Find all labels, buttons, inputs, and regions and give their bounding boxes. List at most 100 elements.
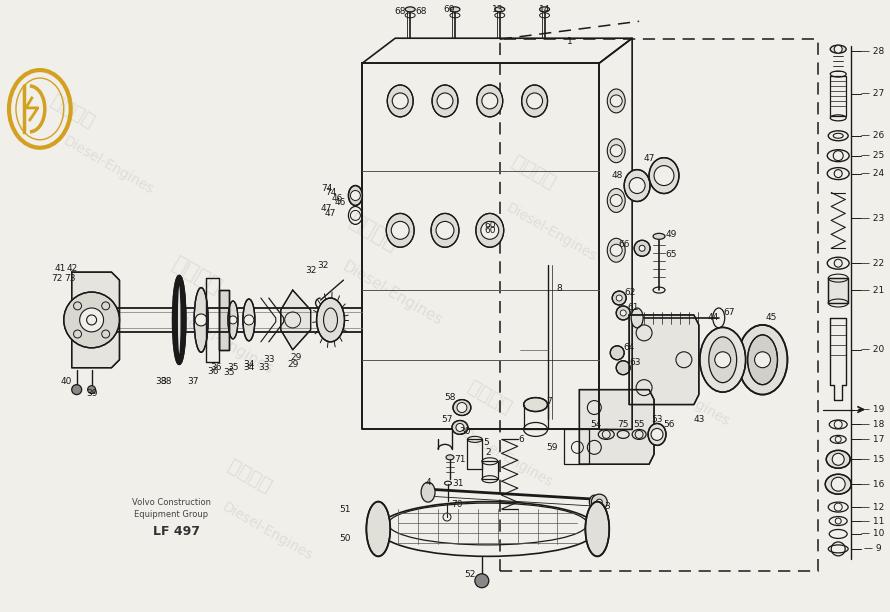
Circle shape — [195, 314, 207, 326]
Text: Diesel-Engines: Diesel-Engines — [636, 366, 732, 429]
Circle shape — [629, 177, 645, 193]
Text: Diesel-Engines: Diesel-Engines — [61, 134, 156, 198]
Polygon shape — [629, 315, 699, 405]
Text: 8: 8 — [556, 283, 562, 293]
Ellipse shape — [452, 420, 468, 435]
Text: 32: 32 — [305, 266, 316, 275]
Circle shape — [611, 95, 622, 107]
Ellipse shape — [421, 482, 435, 502]
Text: — 25: — 25 — [862, 151, 885, 160]
Ellipse shape — [387, 85, 413, 117]
Ellipse shape — [624, 170, 650, 201]
Text: 63: 63 — [629, 358, 641, 367]
Text: 65: 65 — [665, 250, 676, 259]
Text: 49: 49 — [666, 230, 676, 239]
Text: 50: 50 — [340, 534, 352, 543]
Text: 38: 38 — [160, 377, 172, 386]
Text: 紫发动力: 紫发动力 — [346, 211, 402, 255]
Circle shape — [635, 241, 650, 256]
Text: 74: 74 — [321, 184, 332, 193]
Text: 68: 68 — [416, 7, 427, 16]
Text: 75: 75 — [618, 420, 629, 429]
Text: 60: 60 — [484, 221, 496, 230]
Text: 47: 47 — [321, 204, 332, 213]
Ellipse shape — [477, 85, 503, 117]
Circle shape — [392, 93, 409, 109]
Text: Diesel-Engines: Diesel-Engines — [171, 308, 276, 378]
Ellipse shape — [607, 188, 625, 212]
Circle shape — [229, 316, 237, 324]
Text: 30: 30 — [459, 427, 471, 436]
Circle shape — [639, 245, 645, 252]
Text: 61: 61 — [627, 304, 639, 313]
Text: 36: 36 — [210, 363, 222, 372]
Circle shape — [457, 403, 467, 412]
Text: 34: 34 — [243, 363, 255, 372]
Text: 66: 66 — [619, 240, 630, 249]
Text: 36: 36 — [207, 367, 219, 376]
Ellipse shape — [830, 45, 846, 53]
Ellipse shape — [748, 335, 778, 384]
Text: 32: 32 — [317, 261, 328, 270]
Text: — 27: — 27 — [862, 89, 885, 99]
Ellipse shape — [708, 337, 737, 382]
Ellipse shape — [631, 308, 643, 328]
Text: 73: 73 — [64, 274, 76, 283]
Ellipse shape — [405, 7, 415, 12]
Text: Equipment Group: Equipment Group — [134, 510, 208, 518]
Circle shape — [834, 45, 842, 53]
Text: — 20: — 20 — [862, 345, 885, 354]
Text: 29: 29 — [290, 353, 302, 362]
Ellipse shape — [522, 85, 547, 117]
Text: — 15: — 15 — [862, 455, 885, 464]
Text: — 28: — 28 — [862, 47, 885, 56]
Text: — 9: — 9 — [864, 545, 882, 553]
Text: 53: 53 — [651, 415, 663, 424]
Ellipse shape — [648, 424, 666, 446]
Text: 5: 5 — [483, 438, 489, 447]
Text: 31: 31 — [452, 479, 464, 488]
Ellipse shape — [700, 327, 746, 392]
Ellipse shape — [177, 283, 182, 357]
Text: 39: 39 — [85, 389, 97, 398]
Text: 57: 57 — [441, 415, 453, 424]
Ellipse shape — [450, 7, 460, 12]
Circle shape — [620, 310, 627, 316]
Text: 37: 37 — [188, 377, 198, 386]
Ellipse shape — [453, 400, 471, 416]
Text: LF 497: LF 497 — [153, 526, 199, 539]
Text: 70: 70 — [451, 499, 463, 509]
Text: 46: 46 — [332, 194, 344, 203]
Circle shape — [616, 306, 630, 320]
Text: 42: 42 — [66, 264, 77, 273]
Text: Diesel-Engines: Diesel-Engines — [339, 259, 445, 329]
Text: — 10: — 10 — [862, 529, 885, 539]
Ellipse shape — [228, 301, 238, 339]
Text: 紫发动力: 紫发动力 — [508, 152, 559, 192]
Ellipse shape — [349, 185, 362, 206]
Text: — 19: — 19 — [862, 405, 885, 414]
Ellipse shape — [432, 85, 458, 117]
Ellipse shape — [386, 214, 414, 247]
Circle shape — [80, 308, 103, 332]
Text: Volvo Construction: Volvo Construction — [132, 498, 211, 507]
Text: Diesel-Engines: Diesel-Engines — [504, 201, 599, 264]
Circle shape — [616, 295, 622, 301]
Circle shape — [72, 384, 82, 395]
Text: 54: 54 — [591, 420, 602, 429]
Text: 6: 6 — [519, 435, 524, 444]
Text: 74: 74 — [325, 188, 336, 197]
Circle shape — [612, 291, 627, 305]
Text: 1: 1 — [567, 37, 572, 46]
Text: 58: 58 — [444, 393, 456, 402]
Ellipse shape — [607, 89, 625, 113]
Ellipse shape — [607, 238, 625, 262]
Ellipse shape — [826, 450, 850, 468]
Text: 紫发动力: 紫发动力 — [48, 91, 98, 131]
Text: — 16: — 16 — [862, 480, 885, 489]
Text: 62: 62 — [625, 288, 635, 297]
Text: 44: 44 — [708, 313, 718, 323]
Circle shape — [832, 453, 845, 465]
Text: 2: 2 — [485, 448, 490, 457]
Text: 52: 52 — [465, 570, 475, 580]
